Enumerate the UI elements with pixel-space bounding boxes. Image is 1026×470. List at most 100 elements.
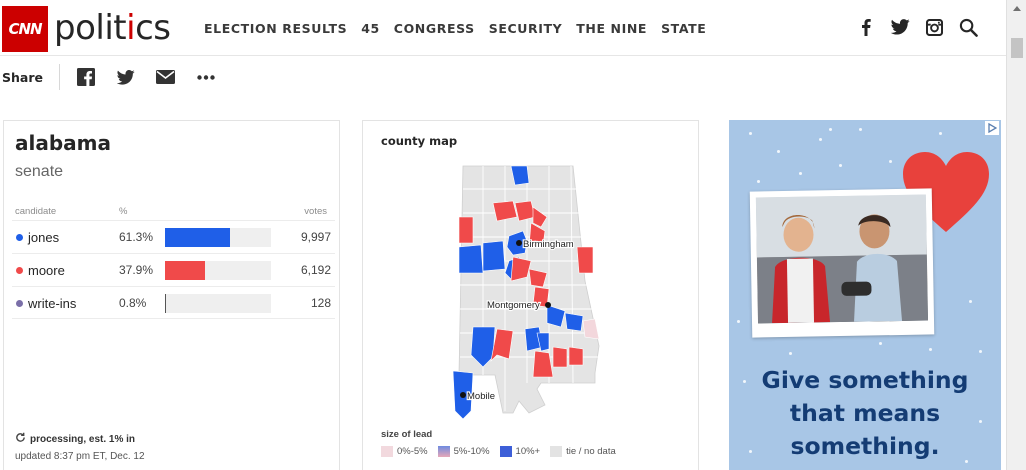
ad-line-3: something. bbox=[790, 432, 940, 460]
cnn-logo-text: CNN bbox=[8, 20, 42, 38]
party-dot bbox=[16, 234, 23, 241]
refresh-icon bbox=[15, 432, 26, 446]
share-bar: Share bbox=[0, 62, 300, 92]
dem-counties bbox=[453, 165, 584, 420]
email-share-icon[interactable] bbox=[156, 67, 176, 87]
legend-item-0-5: 0%-5% bbox=[381, 446, 428, 457]
legend-label: 5%-10% bbox=[453, 446, 490, 457]
snowflake bbox=[749, 450, 752, 453]
advertisement[interactable]: Give something that means something. bbox=[729, 120, 1001, 470]
page-scrollbar[interactable] bbox=[1006, 0, 1026, 470]
snowflake bbox=[879, 342, 882, 345]
rep-counties bbox=[458, 200, 594, 378]
map-title: county map bbox=[381, 134, 458, 148]
snowflake bbox=[757, 180, 760, 183]
legend-item-5-10: 5%-10% bbox=[437, 446, 490, 457]
instagram-icon[interactable] bbox=[924, 17, 944, 37]
snowflake bbox=[839, 164, 842, 167]
legend-title: size of lead bbox=[381, 429, 433, 440]
facebook-share-icon[interactable] bbox=[76, 67, 96, 87]
politics-brand[interactable]: politics bbox=[54, 8, 171, 48]
nav-congress[interactable]: CONGRESS bbox=[393, 21, 475, 36]
party-dot bbox=[16, 300, 23, 307]
twitter-icon[interactable] bbox=[890, 17, 910, 37]
snowflake bbox=[799, 172, 802, 175]
state-title: alabama bbox=[15, 131, 111, 155]
close-counties bbox=[582, 318, 600, 340]
legend-label: 0%-5% bbox=[397, 446, 428, 457]
city-label-montgomery: Montgomery bbox=[487, 300, 540, 311]
nav-the-nine[interactable]: THE NINE bbox=[576, 21, 648, 36]
ad-line-1: Give something bbox=[761, 366, 969, 394]
vote-share-bar bbox=[165, 261, 271, 280]
candidate-row-jones: jones 61.3% 9,997 bbox=[12, 220, 335, 253]
updated-timestamp: updated 8:37 pm ET, Dec. 12 bbox=[15, 451, 145, 462]
snowflake bbox=[979, 350, 982, 353]
map-legend: 0%-5% 5%-10% 10%+ tie / no data bbox=[381, 446, 616, 457]
snowflake bbox=[929, 348, 932, 351]
snowflake bbox=[829, 128, 832, 131]
candidate-pct: 37.9% bbox=[119, 263, 154, 277]
candidate-name: moore bbox=[28, 263, 65, 278]
candidate-votes: 9,997 bbox=[300, 230, 331, 244]
vote-share-bar bbox=[165, 294, 271, 313]
snowflake bbox=[749, 132, 752, 135]
search-icon[interactable] bbox=[958, 17, 978, 37]
city-dot-birmingham bbox=[516, 240, 522, 246]
race-title: senate bbox=[15, 163, 64, 180]
social-icons bbox=[856, 17, 978, 37]
snowflake bbox=[889, 160, 892, 163]
snowflake bbox=[789, 352, 792, 355]
legend-swatch bbox=[499, 446, 512, 457]
snowflake bbox=[859, 128, 862, 131]
scroll-up-icon[interactable] bbox=[1007, 0, 1026, 16]
candidate-name: write-ins bbox=[28, 296, 77, 311]
results-panel: alabama senate candidate % votes jones 6… bbox=[3, 120, 340, 470]
snowflake bbox=[819, 138, 822, 141]
status-text: processing, est. 1% in bbox=[30, 433, 136, 445]
party-dot bbox=[16, 267, 23, 274]
cnn-logo[interactable]: CNN bbox=[2, 6, 48, 52]
candidate-pct: 0.8% bbox=[119, 296, 147, 310]
site-header: CNN politics ELECTION RESULTS 45 CONGRES… bbox=[0, 0, 1006, 56]
snowflake bbox=[979, 420, 982, 423]
snowflake bbox=[743, 380, 746, 383]
candidate-row-write-ins: write-ins 0.8% 128 bbox=[12, 286, 335, 319]
legend-item-10-plus: 10%+ bbox=[499, 446, 541, 457]
snowflake bbox=[939, 132, 942, 135]
nav-state[interactable]: STATE bbox=[661, 21, 707, 36]
snowflake bbox=[965, 460, 968, 463]
nav-security[interactable]: SECURITY bbox=[488, 21, 563, 36]
twitter-share-icon[interactable] bbox=[116, 67, 136, 87]
share-divider bbox=[58, 64, 60, 90]
vote-share-fill bbox=[165, 228, 230, 247]
facebook-icon[interactable] bbox=[856, 17, 876, 37]
vote-share-bar bbox=[165, 228, 271, 247]
snowflake bbox=[737, 320, 740, 323]
snowflake bbox=[969, 300, 972, 303]
ad-photo-image bbox=[755, 194, 929, 324]
share-icons bbox=[76, 67, 216, 87]
processing-status: processing, est. 1% in bbox=[15, 432, 135, 446]
scroll-thumb[interactable] bbox=[1011, 38, 1023, 58]
candidate-row-moore: moore 37.9% 6,192 bbox=[12, 253, 335, 286]
alabama-county-map[interactable]: Birmingham Montgomery Mobile bbox=[453, 161, 613, 421]
legend-label: 10%+ bbox=[515, 446, 541, 457]
county-map-panel: county map bbox=[362, 120, 699, 470]
more-share-icon[interactable] bbox=[196, 67, 216, 87]
legend-label: tie / no data bbox=[566, 446, 616, 457]
legend-swatch bbox=[437, 446, 450, 457]
candidate-votes: 128 bbox=[310, 296, 331, 310]
city-label-birmingham: Birmingham bbox=[523, 239, 574, 250]
nav-45[interactable]: 45 bbox=[361, 21, 380, 36]
col-header-pct: % bbox=[119, 206, 128, 217]
city-dot-mobile bbox=[460, 392, 466, 398]
col-header-candidate: candidate bbox=[15, 206, 57, 217]
volunteer-photo-icon bbox=[755, 194, 929, 324]
snowflake bbox=[777, 150, 780, 153]
legend-item-tie: tie / no data bbox=[550, 446, 616, 457]
share-label: Share bbox=[2, 69, 43, 85]
adchoices-icon[interactable] bbox=[985, 121, 999, 135]
nav-election-results[interactable]: ELECTION RESULTS bbox=[204, 21, 348, 36]
ad-headline: Give something that means something. bbox=[729, 364, 1001, 463]
